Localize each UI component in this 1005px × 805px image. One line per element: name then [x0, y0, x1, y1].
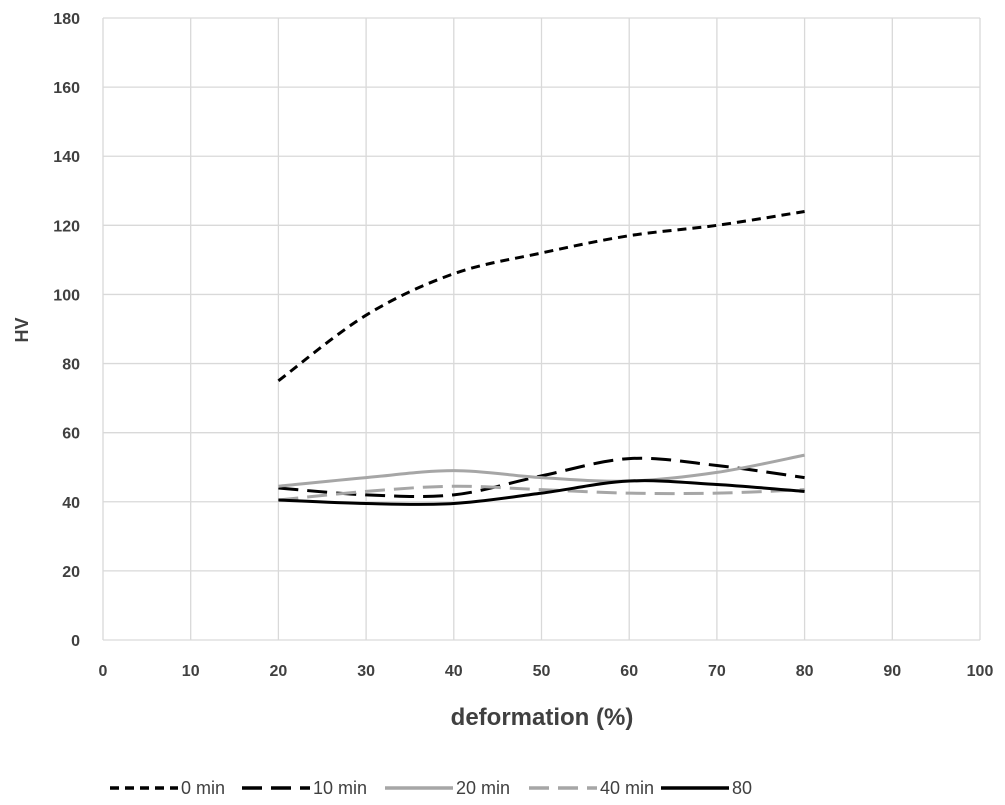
series-line	[278, 479, 805, 506]
y-tick-label: 20	[62, 564, 80, 581]
legend-label: 0 min	[181, 778, 225, 798]
grid	[102, 17, 981, 641]
x-tick-label: 20	[270, 663, 288, 680]
tick-labels: 0 10 20 30 40 50 60 70 80 90 100 0 20 40 60 80 100 120 140…	[53, 11, 993, 680]
y-axis-title: HV	[12, 317, 32, 342]
legend-label: 40 min	[600, 778, 654, 798]
y-tick-label: 60	[62, 426, 80, 443]
x-tick-label: 30	[357, 663, 375, 680]
y-tick-label: 160	[53, 80, 80, 97]
legend: 0 min 10 min 20 min 40 min 80	[110, 778, 752, 798]
series-line	[277, 210, 805, 383]
x-tick-label: 0	[99, 663, 108, 680]
x-axis-title: deformation (%)	[451, 704, 634, 731]
y-tick-label: 120	[53, 218, 80, 235]
x-tick-label: 80	[796, 663, 814, 680]
legend-label: 10 min	[313, 778, 367, 798]
legend-label: 20 min	[456, 778, 510, 798]
series-line	[278, 456, 805, 499]
series-lines	[277, 210, 805, 506]
y-tick-label: 80	[62, 357, 80, 374]
y-tick-label: 40	[62, 495, 80, 512]
x-tick-label: 60	[620, 663, 638, 680]
x-tick-label: 10	[182, 663, 200, 680]
x-tick-label: 100	[967, 663, 994, 680]
x-tick-label: 40	[445, 663, 463, 680]
series-line	[278, 453, 805, 488]
y-tick-label: 140	[53, 149, 80, 166]
legend-label: 80	[732, 778, 752, 798]
x-tick-label: 70	[708, 663, 726, 680]
x-tick-label: 50	[533, 663, 551, 680]
y-tick-label: 0	[71, 633, 80, 650]
y-tick-label: 100	[53, 287, 80, 304]
series-line	[278, 484, 805, 502]
x-tick-label: 90	[883, 663, 901, 680]
y-tick-label: 180	[53, 11, 80, 28]
